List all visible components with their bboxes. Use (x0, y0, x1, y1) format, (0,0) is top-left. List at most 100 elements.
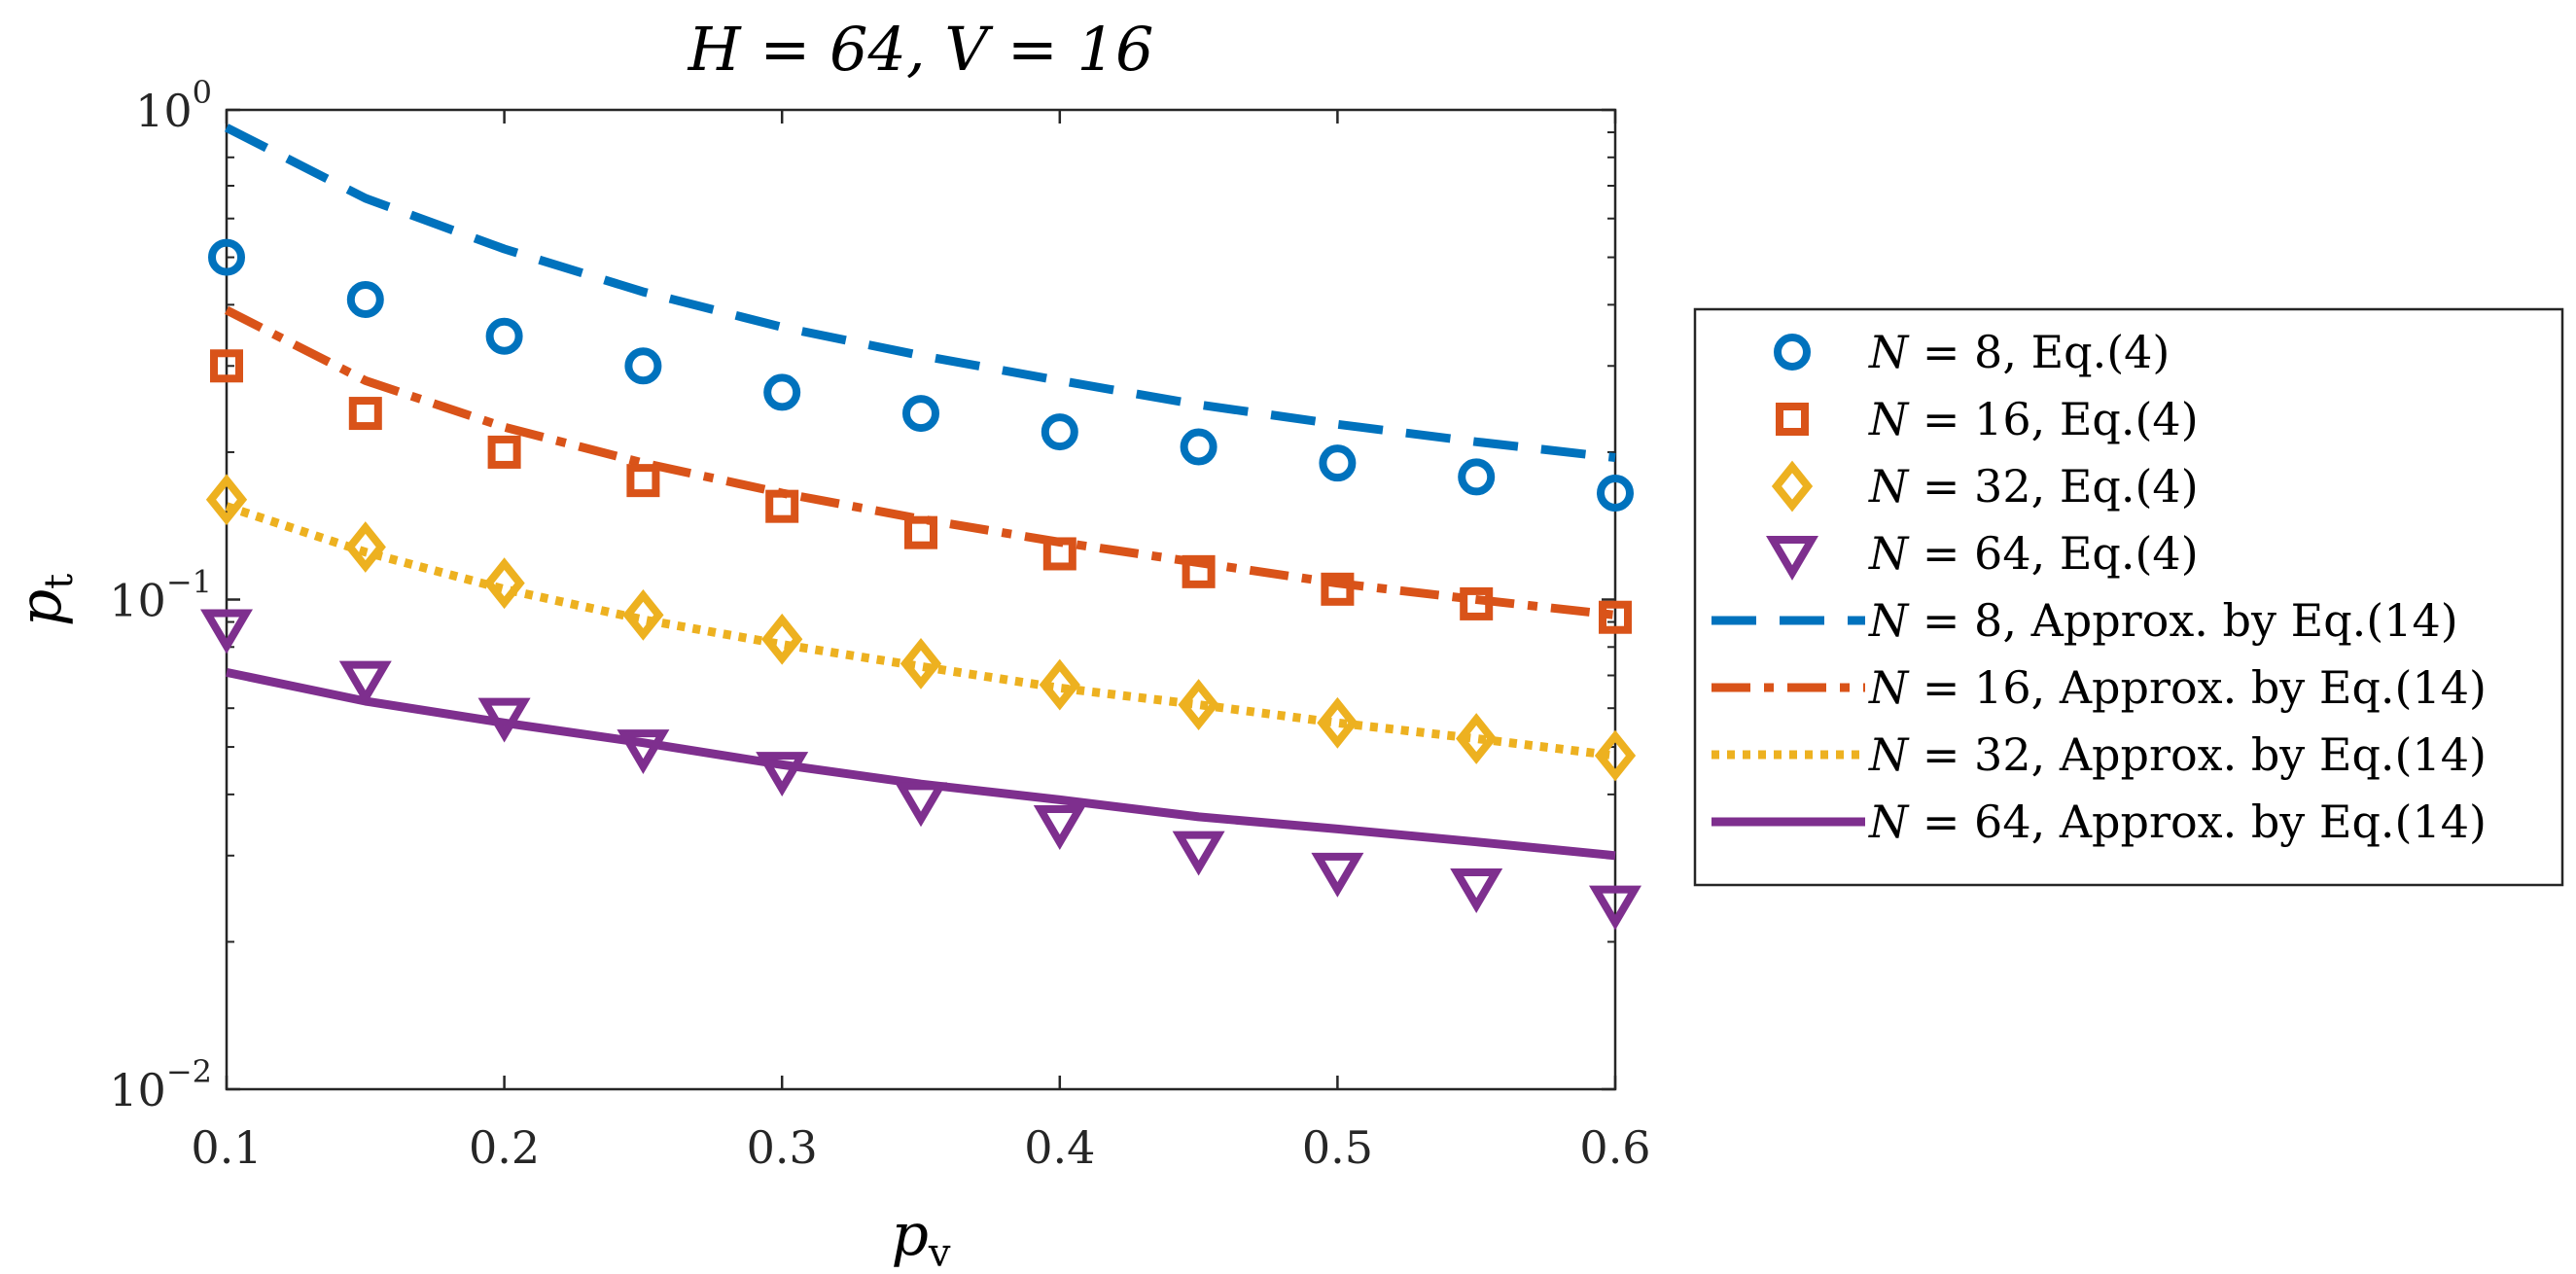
legend-box (1693, 307, 2564, 887)
legend: N = 8, Eq.(4)N = 16, Eq.(4)N = 32, Eq.(4… (1711, 326, 2487, 848)
data-point-circle (1458, 458, 1496, 496)
data-point-diamond (1456, 713, 1498, 764)
x-tick-label: 0.1 (191, 1121, 262, 1174)
data-point-triangle (1766, 536, 1818, 581)
legend-label-equals: = (1908, 728, 1974, 781)
legend-label: N = 16, Eq.(4) (1868, 393, 2199, 445)
legend-label: N = 8, Approx. by Eq.(14) (1868, 594, 2458, 647)
legend-label-value: 16 (1974, 393, 2031, 445)
y-tick-label-base: 10 (109, 1064, 166, 1116)
data-point-diamond (1594, 729, 1637, 782)
legend-label-variable: N (1868, 728, 1910, 781)
legend-label-description: , Eq.(4) (2002, 326, 2170, 378)
data-point-circle (902, 395, 939, 433)
data-point-square (1599, 600, 1632, 634)
data-point-diamond (483, 557, 525, 610)
x-tick-label: 0.2 (469, 1121, 540, 1174)
legend-label-equals: = (1908, 594, 1974, 647)
data-point-circle (1774, 334, 1811, 371)
y-axis-label: pt (7, 574, 82, 627)
data-point-circle (1319, 444, 1357, 482)
data-point-triangle (1172, 831, 1225, 876)
data-point-diamond (622, 588, 664, 641)
data-point-diamond (1178, 679, 1219, 730)
legend-label-description: , Approx. by Eq.(14) (2031, 661, 2487, 714)
legend-label: N = 32, Approx. by Eq.(14) (1868, 728, 2487, 781)
legend-label-variable: N (1868, 796, 1910, 848)
data-point-diamond (344, 521, 386, 573)
legend-label-variable: N (1868, 460, 1910, 513)
data-point-triangle (1589, 885, 1641, 931)
data-point-triangle (477, 697, 531, 743)
x-tick-label: 0.4 (1024, 1121, 1095, 1174)
legend-label-equals: = (1908, 796, 1974, 848)
legend-label-description: , Approx. by Eq.(14) (2031, 796, 2487, 848)
legend-label-description: , Eq.(4) (2031, 460, 2199, 513)
x-tick-label: 0.5 (1302, 1121, 1373, 1174)
data-point-circle (1597, 474, 1634, 512)
data-point-diamond (1317, 696, 1359, 749)
data-point-diamond (761, 613, 803, 665)
data-point-square (348, 397, 382, 431)
plot-area-frame (225, 108, 1617, 1091)
data-point-diamond (1039, 658, 1080, 711)
data-point-circle (763, 373, 801, 411)
legend-label-variable: N (1868, 594, 1910, 647)
data-point-square (1460, 586, 1494, 620)
legend-label-variable: N (1868, 527, 1910, 580)
legend-label-value: 32 (1974, 460, 2031, 513)
y-tick-label-exponent: −2 (166, 1053, 212, 1090)
legend-label-equals: = (1908, 527, 1974, 580)
y-tick-label-exponent: −1 (166, 564, 212, 601)
x-axis-ticks: 0.1 0.2 0.3 0.4 0.5 0.6 (191, 110, 1651, 1174)
y-axis-label-main: p (7, 589, 75, 626)
y-tick-label-base: 10 (109, 575, 166, 627)
legend-label-description: , Approx. by Eq.(14) (2002, 594, 2457, 647)
data-point-diamond (205, 474, 248, 526)
legend-label-variable: N (1868, 661, 1910, 714)
data-point-square (1776, 403, 1809, 436)
legend-label-variable: N (1868, 326, 1910, 378)
data-point-circle (346, 280, 384, 318)
legend-label-value: 8 (1974, 326, 2002, 378)
data-point-square (765, 489, 799, 523)
legend-label: N = 32, Eq.(4) (1868, 460, 2199, 513)
data-point-square (1042, 537, 1076, 571)
data-point-circle (485, 317, 523, 355)
legend-label: N = 8, Eq.(4) (1868, 326, 2170, 378)
y-tick-label: 10−1 (109, 564, 212, 627)
data-point-circle (1041, 413, 1078, 451)
data-point-triangle (1450, 868, 1503, 913)
data-point-triangle (338, 660, 392, 706)
data-point-triangle (1311, 852, 1364, 898)
series-markers (200, 238, 1641, 931)
x-axis-label: pv (891, 1201, 950, 1274)
y-tick-label: 10−2 (109, 1053, 212, 1116)
data-point-circle (624, 347, 662, 385)
data-point-circle (208, 238, 245, 276)
legend-label-equals: = (1908, 326, 1974, 378)
legend-label-value: 16 (1974, 661, 2031, 714)
y-tick-label: 100 (135, 74, 212, 137)
legend-label-value: 8 (1974, 594, 2002, 647)
legend-label: N = 64, Eq.(4) (1868, 527, 2199, 580)
legend-label: N = 64, Approx. by Eq.(14) (1868, 796, 2487, 848)
y-tick-label-exponent: 0 (193, 74, 212, 111)
data-point-square (1182, 554, 1216, 588)
data-point-square (904, 515, 937, 549)
data-point-triangle (895, 782, 947, 828)
data-point-square (626, 464, 660, 498)
legend-label-description: , Eq.(4) (2031, 527, 2199, 580)
data-point-triangle (617, 729, 670, 774)
data-point-triangle (756, 752, 809, 796)
series-line (224, 305, 1616, 619)
legend-label-description: , Approx. by Eq.(14) (2031, 728, 2487, 781)
y-axis-label-subscript: t (37, 574, 82, 589)
data-point-diamond (1771, 460, 1814, 513)
data-point-square (1321, 572, 1355, 606)
legend-label-value: 64 (1974, 527, 2031, 580)
x-axis-label-subscript: v (928, 1231, 951, 1274)
data-point-square (210, 349, 243, 383)
